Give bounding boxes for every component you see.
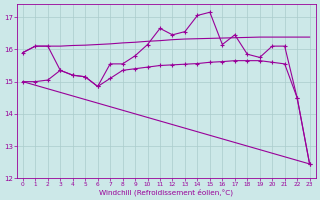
X-axis label: Windchill (Refroidissement éolien,°C): Windchill (Refroidissement éolien,°C) [99,188,233,196]
